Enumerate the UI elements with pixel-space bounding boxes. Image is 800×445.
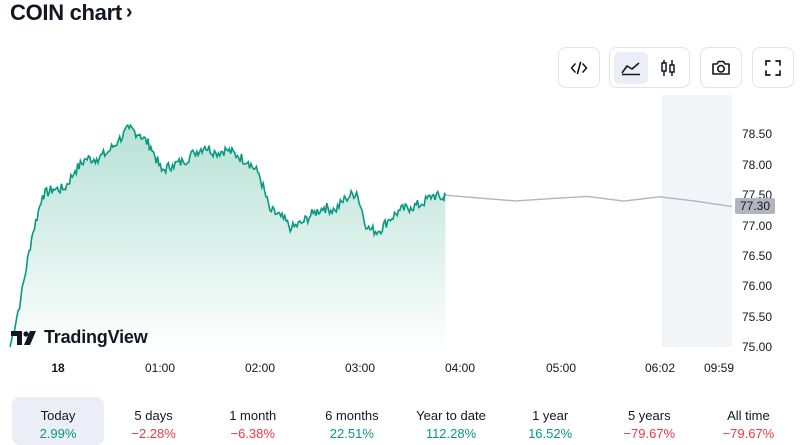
price-tick-label: 75.00 [741, 339, 772, 354]
area-chart-icon [621, 61, 640, 75]
range-tab-today[interactable]: Today 2.99% [12, 397, 104, 445]
code-icon [570, 61, 588, 74]
range-change-value: 16.52% [528, 426, 573, 441]
tradingview-logo-text: TradingView [44, 327, 148, 347]
area-chart-button[interactable] [614, 51, 648, 84]
range-change-value: −2.28% [131, 426, 176, 441]
range-selector: Today 2.99% 5 days −2.28% 1 month −6.38% 6 mon… [12, 397, 798, 445]
after-hours-region [662, 95, 732, 347]
price-tick-label: 76.50 [741, 248, 772, 263]
price-tick-label: 78.50 [741, 127, 772, 142]
price-tick-label: 77.00 [741, 218, 772, 233]
range-label: Today [40, 408, 76, 423]
time-tick-label: 09:59 [703, 361, 735, 375]
range-label: 1 year [532, 408, 569, 423]
chart-title-link[interactable]: COIN chart › [10, 0, 133, 26]
embed-button[interactable] [558, 47, 600, 88]
extended-hours-line [445, 194, 733, 208]
range-tab-5-years[interactable]: 5 years −79.67% [600, 397, 699, 445]
time-tick-label: 01:00 [144, 361, 176, 375]
price-tick-label: 78.00 [741, 157, 772, 172]
range-change-value: −6.38% [230, 426, 275, 441]
range-label: All time [727, 408, 770, 423]
time-tick-label: 03:00 [344, 361, 376, 375]
chevron-right-icon: › [125, 0, 133, 23]
fullscreen-button[interactable] [752, 47, 794, 88]
range-change-value: 22.51% [329, 426, 374, 441]
fullscreen-icon [765, 59, 781, 76]
range-change-value: −79.67% [623, 426, 676, 441]
range-label: 6 months [325, 408, 379, 423]
chart-title: COIN chart [10, 0, 122, 25]
candles-chart-button[interactable] [652, 52, 686, 84]
time-tick-label: 04:00 [444, 361, 476, 375]
range-change-value: 112.28% [425, 426, 477, 441]
tradingview-logo-icon [11, 330, 36, 345]
range-tab-1-month[interactable]: 1 month −6.38% [203, 397, 302, 445]
current-price-label: 77.30 [735, 198, 775, 214]
range-change-value: −79.67% [722, 426, 775, 441]
time-tick-label: 05:00 [545, 361, 577, 375]
time-tick-label: 02:00 [244, 361, 276, 375]
range-tab-year-to-date[interactable]: Year to date 112.28% [401, 397, 500, 445]
price-area-fill [10, 125, 446, 350]
chart-style-toggle [609, 47, 690, 88]
range-label: Year to date [416, 408, 486, 423]
range-tab-1-year[interactable]: 1 year 16.52% [501, 397, 600, 445]
range-tab-all-time[interactable]: All time −79.67% [699, 397, 798, 445]
range-label: 5 years [627, 408, 671, 423]
camera-icon [712, 60, 730, 75]
snapshot-button[interactable] [700, 47, 742, 88]
price-tick-label: 75.50 [741, 309, 772, 324]
range-label: 1 month [229, 408, 277, 423]
range-tab-6-months[interactable]: 6 months 22.51% [302, 397, 401, 445]
candlestick-icon [661, 59, 675, 76]
range-label: 5 days [134, 408, 173, 423]
time-tick-label: 06:02 [644, 361, 676, 375]
time-tick-label: 18 [51, 361, 65, 375]
price-chart[interactable] [0, 95, 735, 355]
range-change-value: 2.99% [39, 426, 77, 441]
range-tab-5-days[interactable]: 5 days −2.28% [104, 397, 203, 445]
tradingview-logo[interactable]: TradingView [10, 327, 148, 348]
price-tick-label: 76.00 [741, 279, 772, 294]
price-line [9, 123, 446, 348]
